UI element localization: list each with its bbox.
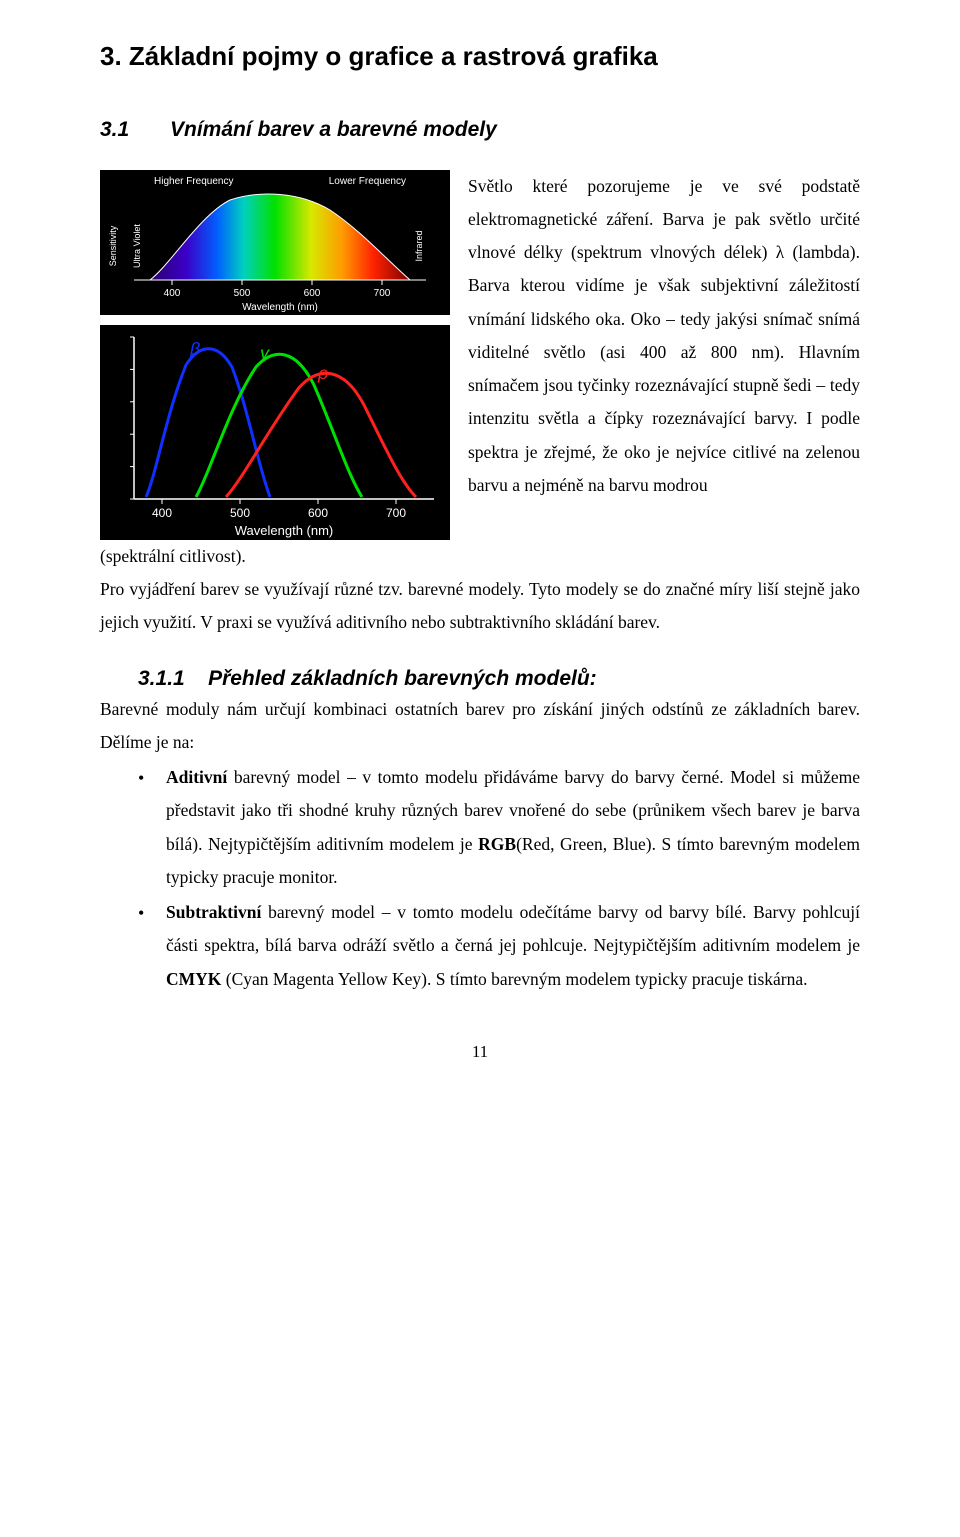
svg-text:ρ: ρ <box>317 363 328 383</box>
section-3-1-1-heading: 3.1.1 Přehled základních barevných model… <box>100 665 860 692</box>
section-3-1-number: 3.1 <box>100 110 170 150</box>
color-model-list: Aditivní barevný model – v tomto modelu … <box>100 761 860 996</box>
svg-text:Lower Frequency: Lower Frequency <box>329 176 406 187</box>
svg-text:600: 600 <box>304 288 321 299</box>
svg-text:400: 400 <box>152 506 172 520</box>
svg-text:Wavelength (nm): Wavelength (nm) <box>242 302 318 313</box>
color-models-paragraph: Pro vyjádření barev se využívají různé t… <box>100 573 860 640</box>
svg-text:γ: γ <box>260 343 270 363</box>
list-item: Aditivní barevný model – v tomto modelu … <box>138 761 860 894</box>
svg-text:Sensitivity: Sensitivity <box>108 225 118 266</box>
section-3-1-heading: 3.1Vnímání barev a barevné modely <box>100 110 860 150</box>
section-3-1-title: Vnímání barev a barevné modely <box>170 118 497 141</box>
section-3-1-1-title: Přehled základních barevných modelů: <box>208 667 597 690</box>
visible-spectrum-chart: Higher Frequency Lower Frequency Ultra Vio… <box>100 170 450 315</box>
svg-text:500: 500 <box>230 506 250 520</box>
svg-text:Wavelength (nm): Wavelength (nm) <box>235 523 334 538</box>
section-3-1-1-number: 3.1.1 <box>138 667 185 690</box>
svg-text:700: 700 <box>374 288 391 299</box>
svg-text:β: β <box>189 339 200 359</box>
spectral-sensitivity-note: (spektrální citlivost). <box>100 540 860 573</box>
list-item: Subtraktivní barevný model – v tomto mod… <box>138 896 860 996</box>
svg-text:Higher Frequency: Higher Frequency <box>154 176 233 187</box>
section-3-1-1-lead: Barevné moduly nám určují kombinaci osta… <box>100 693 860 760</box>
svg-text:Ultra Violet: Ultra Violet <box>132 223 142 267</box>
page-number: 11 <box>100 1036 860 1068</box>
svg-text:600: 600 <box>308 506 328 520</box>
cone-sensitivity-chart: β γ ρ 400 500 600 700 Wavelength (nm) <box>100 325 450 540</box>
page-title: 3. Základní pojmy o grafice a rastrová g… <box>100 40 860 74</box>
svg-text:400: 400 <box>164 288 181 299</box>
figure-stack: Higher Frequency Lower Frequency Ultra Vio… <box>100 170 450 540</box>
svg-text:700: 700 <box>386 506 406 520</box>
svg-text:Infrared: Infrared <box>414 230 424 261</box>
svg-text:500: 500 <box>234 288 251 299</box>
